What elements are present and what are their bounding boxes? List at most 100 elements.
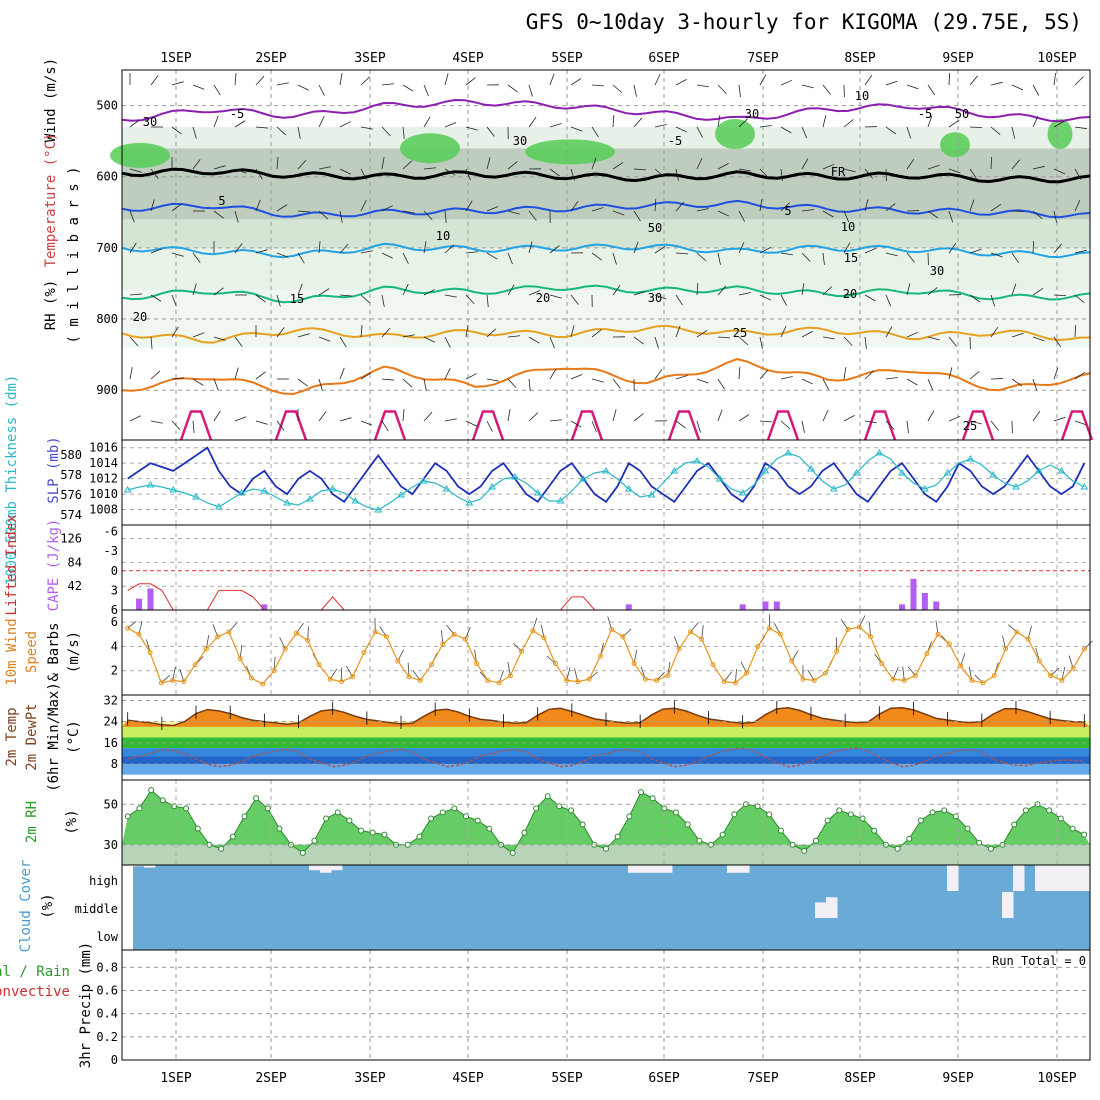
wind-barb bbox=[234, 243, 243, 254]
wind-barb bbox=[948, 415, 961, 422]
wind-speed-point bbox=[316, 662, 322, 668]
wind-speed-point bbox=[1081, 646, 1087, 652]
wind-barb bbox=[570, 126, 583, 132]
wind-barb bbox=[486, 294, 489, 307]
wind-barb bbox=[864, 336, 867, 349]
run-total-label: Run Total = 0 bbox=[992, 954, 1086, 968]
rh-point bbox=[148, 787, 155, 794]
rh-point bbox=[428, 815, 435, 822]
rh-point bbox=[416, 833, 423, 840]
wind-speed-point bbox=[1036, 658, 1042, 664]
wind-barb bbox=[255, 294, 266, 303]
thickness-point bbox=[852, 469, 861, 476]
wind-barb bbox=[612, 378, 621, 389]
y-tick-label: 700 bbox=[96, 241, 118, 255]
wind-speed-point bbox=[946, 641, 952, 647]
wind-barb bbox=[192, 84, 205, 90]
cloud-level-label: middle bbox=[75, 902, 118, 916]
thickness-point bbox=[624, 485, 633, 492]
rh-point bbox=[859, 815, 866, 822]
wind-speed-point bbox=[980, 680, 986, 686]
wind-barb bbox=[801, 84, 814, 89]
wind-barb bbox=[444, 418, 457, 422]
wind-barb bbox=[885, 294, 892, 307]
date-label-top: 6SEP bbox=[648, 51, 679, 66]
wind-speed-point bbox=[1014, 629, 1020, 635]
y-tick-label: 0.8 bbox=[96, 960, 118, 974]
wind-barb bbox=[423, 116, 431, 128]
wind-barb bbox=[486, 378, 499, 382]
wind-barb bbox=[612, 285, 621, 296]
rh-point bbox=[568, 807, 575, 814]
wind-speed-point bbox=[496, 680, 502, 686]
wind-barb bbox=[1011, 159, 1021, 170]
temperature-contour-label: 20 bbox=[133, 310, 147, 324]
wind-barb bbox=[444, 210, 447, 223]
wind-barb bbox=[1053, 336, 1062, 348]
wind-speed-point bbox=[924, 651, 930, 657]
wind-barb bbox=[696, 378, 709, 384]
y-tick-label: 30 bbox=[104, 838, 118, 852]
rh-point bbox=[871, 827, 878, 834]
thickness-point bbox=[943, 469, 952, 476]
date-label-bottom: 6SEP bbox=[648, 1071, 679, 1086]
wind-speed-point bbox=[361, 650, 367, 655]
wind-speed-point bbox=[462, 636, 468, 642]
y-tick-label: 3 bbox=[111, 583, 118, 597]
thickness-line bbox=[127, 452, 1085, 511]
y-tick-label: 50 bbox=[104, 797, 118, 811]
wind-barb bbox=[654, 124, 667, 128]
wind-barb bbox=[843, 210, 850, 223]
cloud-high-bar bbox=[1079, 865, 1091, 891]
rh-point bbox=[124, 813, 131, 820]
wind-barb bbox=[612, 162, 624, 170]
t2m-unit-label: (°C) bbox=[66, 720, 82, 754]
wind-barb bbox=[738, 414, 750, 422]
wind-speed-point bbox=[305, 637, 311, 643]
wind-speed-point bbox=[856, 624, 862, 630]
rh-point bbox=[334, 809, 341, 816]
wind-barb bbox=[759, 294, 772, 301]
rh-point bbox=[463, 813, 470, 820]
thickness-point bbox=[715, 475, 724, 482]
wind-barb bbox=[339, 121, 351, 128]
wind-barb bbox=[759, 74, 767, 86]
wind-barb bbox=[150, 168, 159, 179]
wind-barb bbox=[780, 202, 790, 212]
y-tick-label: 0 bbox=[111, 564, 118, 578]
cloud-bg bbox=[133, 865, 1090, 950]
wind-barb bbox=[549, 368, 557, 380]
wind-barb bbox=[717, 84, 727, 94]
wind-barb bbox=[465, 373, 477, 380]
wind-barb bbox=[969, 199, 975, 212]
cloud-unit-label: (%) bbox=[40, 893, 56, 918]
wind-barb bbox=[633, 84, 637, 97]
wind-barb bbox=[780, 79, 793, 86]
temp-band bbox=[122, 748, 1090, 757]
wind-barb bbox=[381, 327, 391, 338]
rh-moist-patch bbox=[715, 119, 755, 150]
wind-barb bbox=[276, 420, 285, 431]
wind-barb bbox=[570, 78, 582, 86]
wind-barb bbox=[234, 73, 237, 86]
rh-point bbox=[381, 831, 388, 838]
cloud-high-bar bbox=[144, 865, 156, 868]
y-tick-label: -6 bbox=[104, 525, 118, 539]
wind-speed-point bbox=[552, 660, 558, 666]
cape-bar bbox=[261, 604, 268, 610]
wind-speed-point bbox=[811, 677, 817, 683]
wind-barb bbox=[1032, 410, 1041, 422]
y-tick-label: 6 bbox=[111, 615, 118, 629]
wind-barb bbox=[507, 409, 511, 422]
dewpt-axis-label: 2m DewPt bbox=[24, 703, 40, 770]
cape-axis-label: CAPE (J/kg) bbox=[46, 519, 62, 612]
wind-speed-point bbox=[372, 629, 378, 635]
wind-barb bbox=[318, 210, 329, 220]
wind-barb bbox=[969, 294, 981, 303]
wind-barb bbox=[549, 73, 555, 86]
rh-point bbox=[649, 795, 656, 802]
rh-point bbox=[544, 793, 551, 800]
thickness-point bbox=[898, 469, 906, 476]
wind-barb bbox=[990, 203, 1002, 212]
y-tick-label: 4 bbox=[111, 639, 118, 653]
